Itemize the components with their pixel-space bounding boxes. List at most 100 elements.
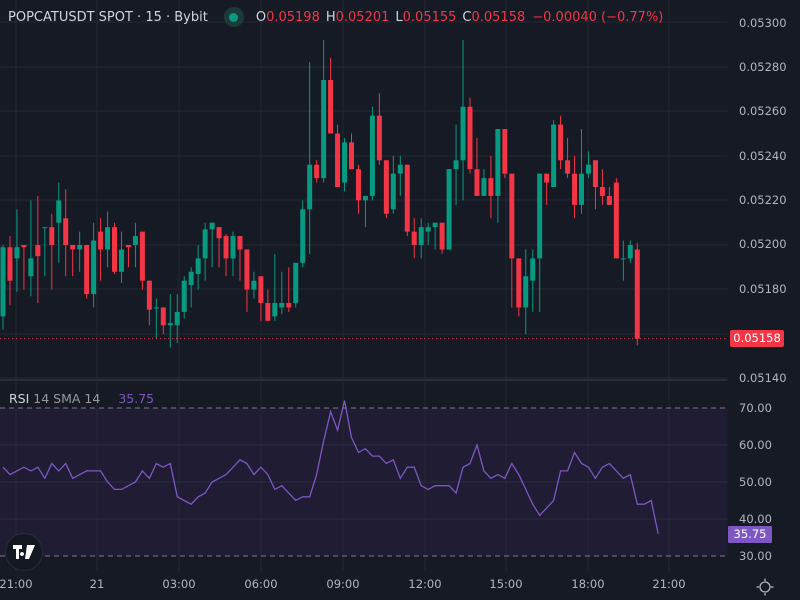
time-axis-label: 06:00 bbox=[244, 577, 278, 591]
candle-body bbox=[202, 229, 208, 259]
price-axis-label: 0.05180 bbox=[739, 282, 787, 296]
candle-body bbox=[70, 245, 76, 250]
candle-body bbox=[411, 231, 417, 245]
rsi-current-tag: 35.75 bbox=[728, 526, 772, 543]
candle-body bbox=[376, 115, 382, 161]
time-axis-label: 21 bbox=[89, 577, 105, 591]
market-open-dot-icon bbox=[229, 12, 239, 22]
candle-body bbox=[223, 236, 229, 259]
candle-body bbox=[495, 129, 501, 196]
candle-body bbox=[251, 280, 257, 290]
time-axis-label: 09:00 bbox=[326, 577, 360, 591]
price-change: −0.00040 (−0.77%) bbox=[532, 9, 664, 25]
candle-body bbox=[28, 258, 34, 277]
candle-body bbox=[98, 231, 104, 250]
candle-body bbox=[293, 262, 299, 303]
candle-body bbox=[516, 258, 522, 308]
candle-body bbox=[328, 79, 334, 134]
low-value: 0.05155 bbox=[402, 9, 457, 25]
candle-body bbox=[153, 307, 159, 309]
candle-body bbox=[42, 227, 48, 229]
candle-body bbox=[397, 164, 403, 174]
candle-body bbox=[446, 169, 452, 250]
candle-body bbox=[592, 160, 598, 188]
time-axis-label: 12:00 bbox=[408, 577, 442, 591]
candle-body bbox=[230, 236, 236, 259]
candle-body bbox=[579, 173, 585, 205]
candle-body bbox=[599, 187, 605, 196]
rsi-title: RSI bbox=[9, 391, 30, 406]
rsi-axis-label: 30.00 bbox=[739, 549, 772, 563]
candle-body bbox=[125, 245, 131, 248]
time-axis-label: 15:00 bbox=[489, 577, 523, 591]
candle-body bbox=[530, 258, 536, 281]
candle-body bbox=[160, 307, 166, 326]
candle-body bbox=[488, 178, 494, 196]
tradingview-logo[interactable] bbox=[5, 533, 43, 571]
candle-body bbox=[544, 173, 550, 183]
candle-body bbox=[209, 222, 215, 230]
current-price-tag: 0.05158 bbox=[730, 330, 784, 347]
candle-body bbox=[314, 164, 320, 179]
candle-body bbox=[146, 280, 152, 310]
time-axis-label: 21:00 bbox=[0, 577, 33, 591]
candle-body bbox=[216, 227, 222, 239]
candle-body bbox=[244, 249, 250, 290]
candle-body bbox=[167, 323, 173, 326]
candle-body bbox=[112, 227, 118, 272]
price-axis-label: 0.05200 bbox=[739, 237, 787, 251]
candle-body bbox=[132, 236, 138, 245]
time-axis-label: 21:00 bbox=[652, 577, 686, 591]
candle-body bbox=[181, 280, 187, 312]
rsi-axis-label: 50.00 bbox=[739, 475, 772, 489]
candle-body bbox=[272, 302, 278, 317]
market-status-indicator[interactable] bbox=[223, 7, 244, 27]
high-label: H bbox=[325, 9, 336, 25]
candle-body bbox=[307, 164, 313, 210]
candle-body bbox=[0, 247, 6, 317]
candle-body bbox=[91, 240, 97, 295]
candle-body bbox=[418, 227, 424, 245]
rsi-value: 35.75 bbox=[118, 391, 155, 406]
candle-body bbox=[84, 245, 90, 295]
candle-body bbox=[425, 227, 431, 232]
rsi-axis-label: 40.00 bbox=[739, 512, 772, 526]
candle-body bbox=[279, 302, 285, 308]
rsi-params: 14 SMA 14 bbox=[33, 391, 101, 406]
candle-body bbox=[509, 173, 515, 259]
candle-body bbox=[286, 302, 292, 308]
candle-body bbox=[335, 133, 341, 188]
candle-body bbox=[606, 195, 612, 205]
price-axis-label: 0.05300 bbox=[739, 16, 787, 30]
price-axis-label: 0.05220 bbox=[739, 193, 787, 207]
rsi-legend[interactable]: RSI 14 SMA 14 35.75 bbox=[9, 391, 154, 406]
rsi-axis-label: 60.00 bbox=[739, 438, 772, 452]
rsi-line bbox=[2, 400, 659, 534]
tradingview-logo-icon bbox=[13, 545, 35, 559]
candle-body bbox=[585, 164, 591, 174]
candle-body bbox=[77, 245, 83, 250]
candle-body bbox=[502, 129, 508, 174]
low-label: L bbox=[395, 9, 403, 25]
candle-body bbox=[118, 249, 124, 272]
price-axis-label: 0.05240 bbox=[739, 149, 787, 163]
candle-body bbox=[355, 169, 361, 201]
candle-body bbox=[551, 124, 557, 188]
time-axis-label: 03:00 bbox=[162, 577, 196, 591]
symbol-title[interactable]: POPCATUSDT SPOT · 15 · Bybit bbox=[8, 9, 208, 25]
candle-body bbox=[21, 245, 27, 248]
candle-body bbox=[300, 209, 306, 263]
rsi-axis-label: 70.00 bbox=[739, 401, 772, 415]
high-value: 0.05201 bbox=[335, 9, 390, 25]
candle-body bbox=[342, 142, 348, 183]
time-axis-label: 18:00 bbox=[571, 577, 605, 591]
candle-body bbox=[56, 200, 62, 223]
candle-body bbox=[362, 195, 368, 201]
candle-body bbox=[63, 218, 69, 245]
close-value: 0.05158 bbox=[471, 9, 526, 25]
candle-body bbox=[572, 173, 578, 205]
open-label: O bbox=[255, 9, 267, 25]
chart-settings-icon[interactable] bbox=[756, 578, 774, 596]
